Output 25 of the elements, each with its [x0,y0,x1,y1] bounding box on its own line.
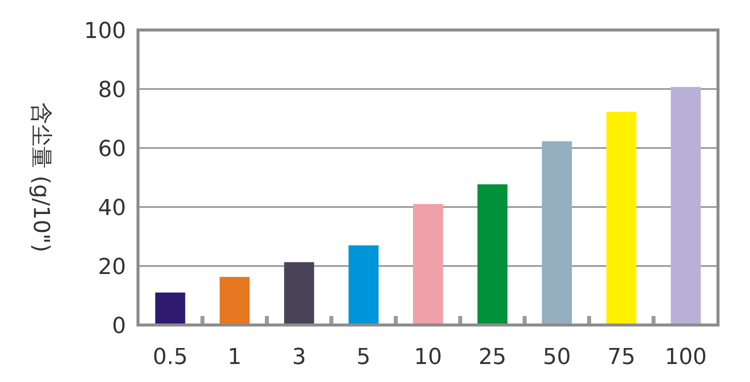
y-tick-label: 60 [98,137,126,162]
bar [477,184,508,325]
x-tick-label: 25 [478,345,506,370]
bar [348,245,379,325]
y-tick-label: 40 [98,196,126,221]
bar [670,86,701,325]
bar [220,276,250,325]
bar [284,262,314,325]
y-tick-label: 20 [98,255,126,280]
x-tick-label: 75 [607,345,636,370]
bar [542,141,572,325]
bar [413,204,443,325]
x-tick-label: 1 [228,345,242,370]
y-tick-label: 80 [98,78,126,103]
y-axis-title: 含尘量 (g/10") [28,102,53,252]
x-tick-label: 5 [356,345,371,370]
x-tick-label: 10 [414,345,442,370]
bar [606,112,636,325]
x-tick-label: 100 [664,345,707,370]
y-tick-label: 100 [84,19,126,44]
bar [155,292,186,325]
x-tick-label: 50 [542,345,571,370]
x-tick-label: 0.5 [152,345,188,370]
x-tick-label: 3 [292,345,306,370]
y-tick-label: 0 [112,314,126,339]
